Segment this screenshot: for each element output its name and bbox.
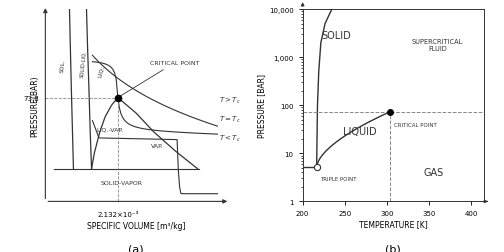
X-axis label: TEMPERATURE [K]: TEMPERATURE [K] [359,219,427,228]
Text: SOLID: SOLID [322,31,351,41]
Text: 73.8: 73.8 [23,95,39,101]
Text: PRESSURE(BAR): PRESSURE(BAR) [30,75,39,137]
Text: LIQUID: LIQUID [343,127,377,137]
Text: SOL.: SOL. [60,58,67,72]
Text: $T = T_c$: $T = T_c$ [219,114,241,124]
Text: TRIPLE POINT: TRIPLE POINT [320,176,356,181]
Text: 2.132×10⁻³: 2.132×10⁻³ [97,211,139,217]
Text: GAS: GAS [423,168,444,178]
Text: SOLID-LIQ.: SOLID-LIQ. [80,50,87,78]
Text: SUPERCRITICAL
FLUID: SUPERCRITICAL FLUID [412,39,463,52]
Text: LIQ.: LIQ. [97,65,105,78]
Text: LIQ.-VAP.: LIQ.-VAP. [96,127,123,132]
Y-axis label: PRESSURE [BAR]: PRESSURE [BAR] [257,74,266,138]
Text: CRITICAL POINT: CRITICAL POINT [394,122,436,127]
Text: SPECIFIC VOLUME [m³/kg]: SPECIFIC VOLUME [m³/kg] [87,221,185,230]
Text: VAP.: VAP. [151,143,164,148]
Text: $T > T_c$: $T > T_c$ [219,95,241,105]
Text: (a): (a) [128,244,144,252]
Text: CRITICAL POINT: CRITICAL POINT [120,61,199,97]
Text: (b): (b) [386,244,401,252]
Text: SOLID-VAPOR: SOLID-VAPOR [100,180,143,185]
Text: $T < T_c$: $T < T_c$ [219,133,241,143]
